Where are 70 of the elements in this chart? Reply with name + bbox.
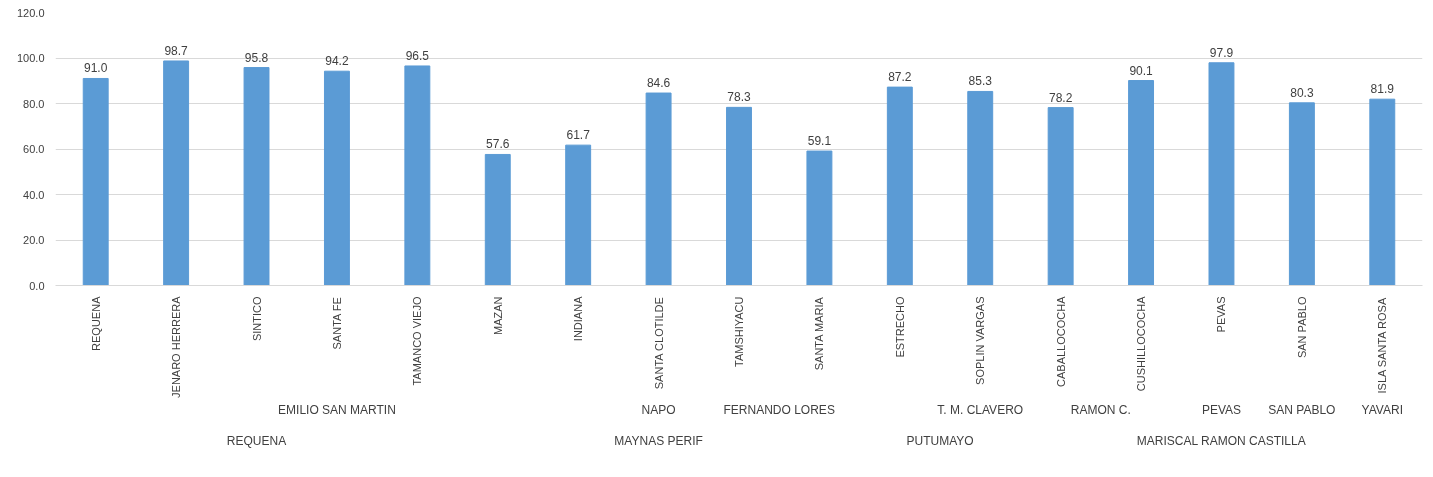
text: PEVAS — [1201, 403, 1242, 418]
bar — [1369, 98, 1396, 286]
bar — [243, 67, 270, 286]
data-label: 95.8 — [244, 50, 269, 65]
data-label: 97.9 — [1209, 45, 1234, 60]
x-tick-label: INDIANA — [572, 295, 585, 342]
text: NAPO — [641, 403, 676, 418]
data-label: 91.0 — [84, 61, 108, 76]
text: EMILIO SAN MARTIN — [278, 403, 396, 418]
data-label: 81.9 — [1370, 82, 1395, 97]
x-tick-label: TAMANCO VIEJO — [411, 296, 424, 386]
y-tick-label: 60.0 — [23, 143, 45, 155]
x-tick-label: ESTRECHO — [893, 296, 906, 358]
y-tick-label: 120.0 — [16, 6, 45, 19]
bar — [404, 65, 431, 286]
data-label: 90.1 — [1129, 63, 1154, 78]
bar — [82, 77, 109, 286]
x-tick-label: TAMSHIYACU — [733, 296, 745, 367]
x-tick-label: SANTA CLOTILDE — [652, 297, 665, 390]
x-tick-label: ISLA SANTA ROSA — [1376, 297, 1389, 394]
text: SAN PABLO — [1268, 403, 1336, 418]
data-label: 61.7 — [566, 128, 591, 143]
text: REQUENA — [226, 434, 287, 449]
bar — [1208, 62, 1235, 286]
bar — [726, 106, 752, 286]
x-tick-label: REQUENA — [89, 295, 102, 351]
text: T. M. CLAVERO — [937, 403, 1024, 418]
bar — [886, 86, 913, 286]
data-label: 98.7 — [164, 43, 189, 58]
x-tick-label: SAN PABLO — [1295, 296, 1308, 359]
y-tick-label: 100.0 — [16, 52, 45, 64]
text: YAVARI — [1361, 403, 1403, 418]
data-label: 78.2 — [1048, 90, 1073, 105]
bar — [967, 90, 994, 286]
data-label: 87.2 — [888, 70, 912, 85]
x-tick-label: CUSHILLOCOCHA — [1135, 295, 1148, 392]
y-tick-label: 40.0 — [23, 188, 45, 201]
bar — [1047, 107, 1074, 286]
data-label: 84.6 — [646, 76, 671, 91]
y-tick-label: 20.0 — [23, 234, 45, 246]
bar — [1128, 80, 1155, 286]
bar — [806, 150, 833, 286]
x-tick-label: SANTA FE — [330, 297, 343, 350]
data-label: 59.1 — [807, 134, 832, 149]
y-tick-label: 0.0 — [29, 279, 45, 292]
x-tick-label: SOPLIN VARGAS — [974, 296, 987, 385]
text: MARISCAL RAMON CASTILLA — [1136, 434, 1306, 449]
data-label: 85.3 — [968, 74, 993, 89]
bar — [565, 144, 592, 286]
x-tick-label: MAZAN — [491, 296, 504, 335]
x-tick-label: CABALLOCOCHA — [1054, 295, 1067, 387]
text: FERNANDO LORES — [723, 403, 835, 418]
text: MAYNAS PERIF — [614, 434, 703, 449]
text: RAMON C. — [1070, 403, 1131, 418]
x-tick-label: JENARO HERRERA — [170, 295, 183, 398]
x-tick-label: SINTICO — [250, 296, 263, 342]
bar — [163, 60, 190, 286]
y-tick-label: 80.0 — [23, 97, 45, 110]
data-label: 94.2 — [325, 54, 349, 69]
bar — [484, 153, 511, 286]
bar — [323, 70, 350, 286]
x-tick-label: SANTA MARIA — [813, 296, 826, 371]
text: PUTUMAYO — [906, 434, 974, 449]
bar — [645, 92, 672, 286]
data-label: 96.5 — [405, 48, 430, 63]
data-label: 78.3 — [727, 90, 751, 105]
data-label: 57.6 — [486, 137, 510, 152]
x-tick-label: PEVAS — [1215, 296, 1228, 333]
bar — [1288, 102, 1315, 286]
data-label: 80.3 — [1290, 85, 1314, 100]
